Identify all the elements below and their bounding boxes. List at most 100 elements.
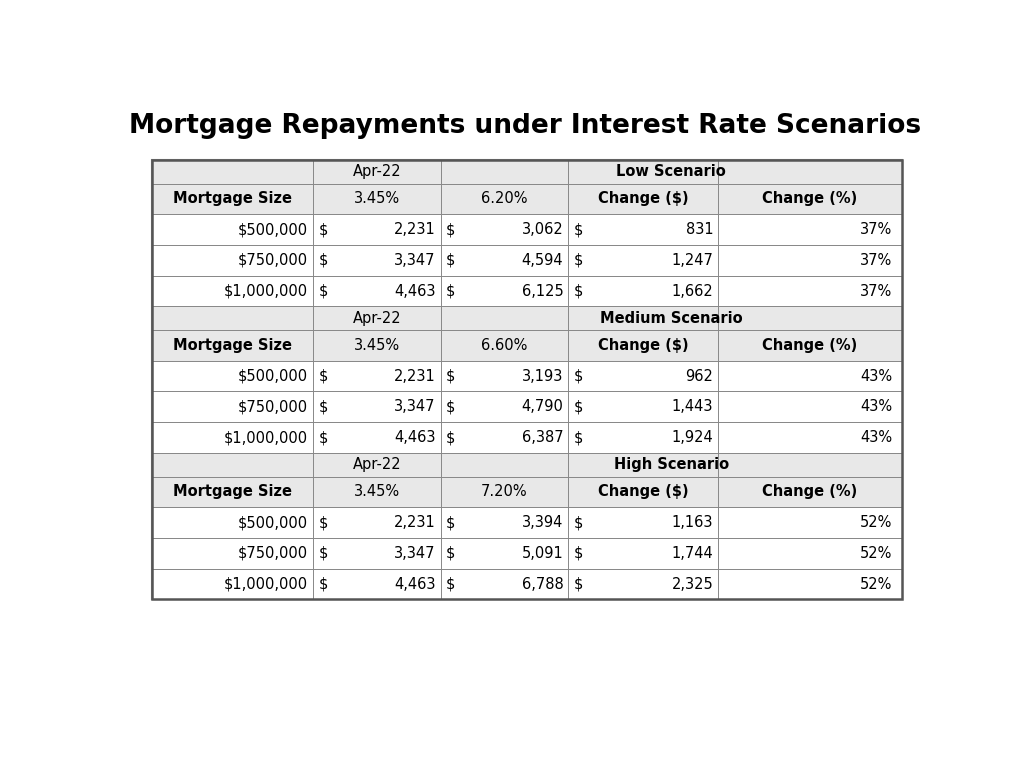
Text: 4,463: 4,463	[394, 430, 436, 445]
Text: 3.45%: 3.45%	[353, 485, 399, 499]
Text: $: $	[446, 430, 456, 445]
Text: 43%: 43%	[860, 430, 892, 445]
Text: $: $	[446, 546, 456, 561]
Text: 43%: 43%	[860, 369, 892, 384]
Text: 1,924: 1,924	[672, 430, 714, 445]
Text: $: $	[446, 515, 456, 530]
Text: 6,125: 6,125	[521, 284, 563, 298]
Text: 3,347: 3,347	[394, 253, 436, 268]
Text: $1,000,000: $1,000,000	[224, 430, 308, 445]
Text: $750,000: $750,000	[239, 546, 308, 561]
Text: 4,463: 4,463	[394, 577, 436, 591]
Text: 3,062: 3,062	[521, 222, 563, 237]
Text: 831: 831	[686, 222, 714, 237]
Text: 6.20%: 6.20%	[481, 192, 527, 206]
Text: 1,744: 1,744	[672, 546, 714, 561]
Text: 2,231: 2,231	[394, 222, 436, 237]
Text: $: $	[318, 284, 328, 298]
Text: $: $	[573, 430, 583, 445]
Text: 4,463: 4,463	[394, 284, 436, 298]
Text: $: $	[318, 253, 328, 268]
Text: $: $	[446, 284, 456, 298]
Text: $: $	[573, 515, 583, 530]
Text: $: $	[573, 577, 583, 591]
Bar	[152, 160, 902, 599]
Text: 3,394: 3,394	[522, 515, 563, 530]
Text: 52%: 52%	[860, 577, 892, 591]
Text: 3.45%: 3.45%	[353, 338, 399, 353]
Text: 4,594: 4,594	[521, 253, 563, 268]
Text: Apr-22: Apr-22	[352, 457, 401, 472]
Text: $: $	[573, 369, 583, 384]
Text: Apr-22: Apr-22	[352, 311, 401, 326]
Text: $: $	[573, 546, 583, 561]
Text: $: $	[446, 222, 456, 237]
Text: $500,000: $500,000	[239, 369, 308, 384]
Bar	[152, 160, 902, 599]
Text: $: $	[573, 400, 583, 414]
Text: 2,325: 2,325	[672, 577, 714, 591]
Bar	[152, 453, 902, 476]
Text: $: $	[573, 284, 583, 298]
Text: $: $	[318, 515, 328, 530]
Text: Mortgage Size: Mortgage Size	[173, 485, 292, 499]
Text: Change (%): Change (%)	[762, 192, 857, 206]
Bar	[152, 476, 902, 507]
Text: 3,347: 3,347	[394, 400, 436, 414]
Text: Low Scenario: Low Scenario	[616, 164, 726, 179]
Text: 1,163: 1,163	[672, 515, 714, 530]
Bar	[152, 360, 902, 391]
Text: Mortgage Repayments under Interest Rate Scenarios: Mortgage Repayments under Interest Rate …	[129, 113, 921, 139]
Text: 2,231: 2,231	[394, 369, 436, 384]
Text: $: $	[446, 369, 456, 384]
Text: Change ($): Change ($)	[598, 338, 688, 353]
Text: $1,000,000: $1,000,000	[224, 577, 308, 591]
Text: 5,091: 5,091	[521, 546, 563, 561]
Text: 3.45%: 3.45%	[353, 192, 399, 206]
Bar	[152, 568, 902, 599]
Text: $: $	[318, 400, 328, 414]
Bar	[152, 214, 902, 245]
Text: Change (%): Change (%)	[762, 485, 857, 499]
Text: $: $	[446, 577, 456, 591]
Text: $1,000,000: $1,000,000	[224, 284, 308, 298]
Text: 1,662: 1,662	[672, 284, 714, 298]
Bar	[152, 183, 902, 214]
Text: 52%: 52%	[860, 546, 892, 561]
Text: $: $	[318, 369, 328, 384]
Text: 6,788: 6,788	[521, 577, 563, 591]
Bar	[152, 160, 902, 183]
Bar	[152, 245, 902, 275]
Text: 52%: 52%	[860, 515, 892, 530]
Text: Apr-22: Apr-22	[352, 164, 401, 179]
Text: $: $	[318, 577, 328, 591]
Text: $: $	[318, 546, 328, 561]
Text: 4,790: 4,790	[521, 400, 563, 414]
Text: 3,347: 3,347	[394, 546, 436, 561]
Text: $: $	[573, 222, 583, 237]
Text: 37%: 37%	[860, 284, 892, 298]
Text: Medium Scenario: Medium Scenario	[600, 311, 742, 326]
Text: Change ($): Change ($)	[598, 192, 688, 206]
Text: $: $	[446, 253, 456, 268]
Text: 962: 962	[685, 369, 714, 384]
Text: 3,193: 3,193	[522, 369, 563, 384]
Text: 2,231: 2,231	[394, 515, 436, 530]
Bar	[152, 422, 902, 453]
Text: 37%: 37%	[860, 253, 892, 268]
Text: $: $	[318, 430, 328, 445]
Text: 6.60%: 6.60%	[481, 338, 527, 353]
Bar	[152, 275, 902, 307]
Text: Mortgage Size: Mortgage Size	[173, 192, 292, 206]
Text: $: $	[318, 222, 328, 237]
Text: 37%: 37%	[860, 222, 892, 237]
Text: $750,000: $750,000	[239, 400, 308, 414]
Text: 6,387: 6,387	[521, 430, 563, 445]
Bar	[152, 538, 902, 568]
Bar	[152, 307, 902, 330]
Text: $500,000: $500,000	[239, 222, 308, 237]
Text: $500,000: $500,000	[239, 515, 308, 530]
Text: Mortgage Size: Mortgage Size	[173, 338, 292, 353]
Bar	[152, 330, 902, 360]
Text: $: $	[446, 400, 456, 414]
